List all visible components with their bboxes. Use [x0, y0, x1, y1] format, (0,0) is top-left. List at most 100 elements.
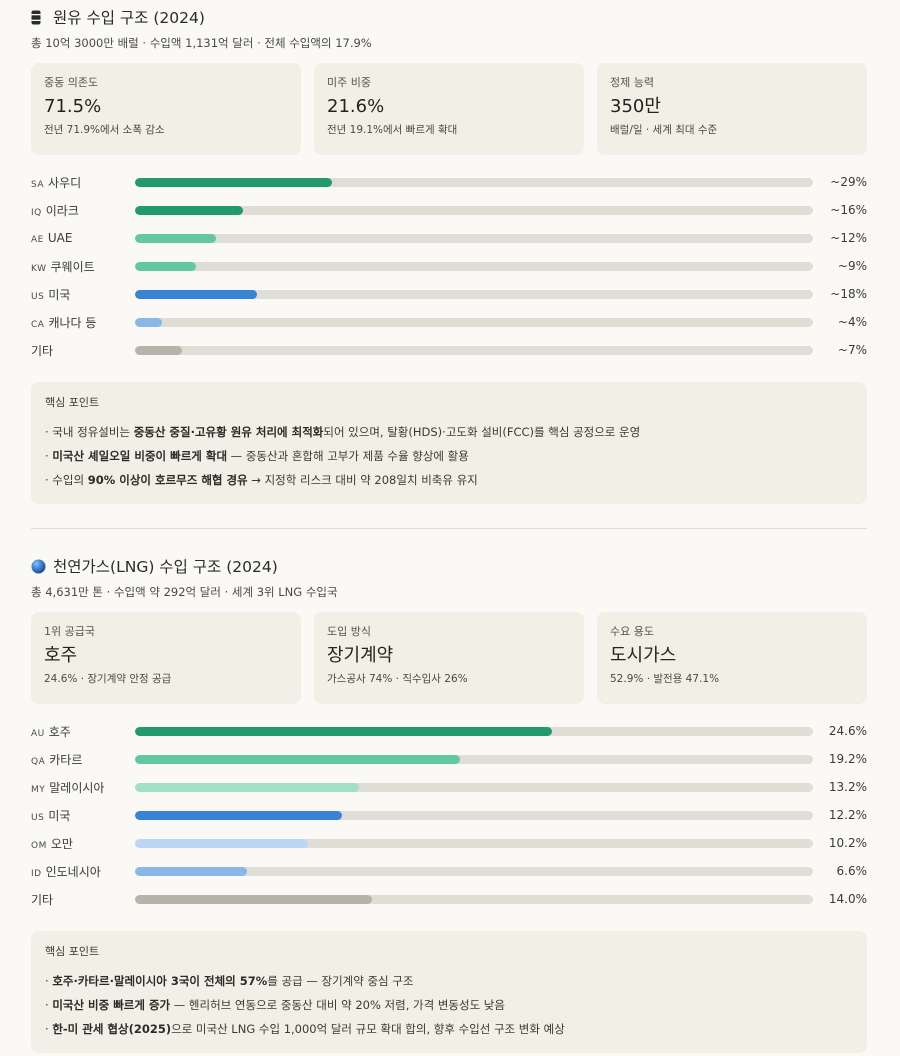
category-name: 인도네시아 [45, 864, 101, 879]
bar-value-label: 19.2% [828, 752, 867, 766]
country-code: SA [31, 179, 45, 190]
country-code: US [31, 812, 45, 823]
category-name: 이라크 [45, 203, 79, 218]
card-label: 정제 능력 [610, 76, 654, 89]
insight-emphasis: 중동산 중질·고유황 원유 처리에 최적화 [133, 425, 324, 439]
bar-row: US 미국 ~18% [31, 280, 867, 308]
bar-category-label: 기타 [31, 891, 135, 908]
insight-emphasis: 한-미 관세 협상(2025) [52, 1022, 172, 1036]
oil-subtitle: 총 10억 3000만 배럴 · 수입액 1,131억 달러 · 전체 수입액의… [31, 36, 372, 50]
bar-track [135, 894, 813, 904]
category-name: 호주 [48, 724, 71, 739]
bar-fill [135, 894, 373, 904]
bar-row: ID 인도네시아 6.6% [31, 857, 867, 885]
bar-value-label: ~18% [830, 287, 867, 301]
country-code: IQ [31, 207, 42, 218]
bar-value-label: ~29% [830, 175, 867, 189]
oil-card-americas: 미주 비중 21.6% 전년 19.1%에서 빠르게 확대 [314, 63, 584, 155]
bar-row: IQ 이라크 ~16% [31, 196, 867, 224]
insight-line: · 미국산 비중 빠르게 증가 — 헨리허브 연동으로 중동산 대비 약 20%… [45, 993, 853, 1017]
section-divider [31, 528, 867, 529]
bar-category-label: 기타 [31, 342, 135, 359]
lng-title: 천연가스(LNG) 수입 구조 (2024) [53, 558, 278, 576]
bar-fill [135, 810, 342, 820]
bar-row: AU 호주 24.6% [31, 717, 867, 745]
category-name: 미국 [48, 808, 71, 823]
bar-value-label: 24.6% [828, 724, 867, 738]
country-code: MY [31, 784, 46, 795]
insight-line: · 호주·카타르·말레이시아 3국이 전체의 57%를 공급 — 장기계약 중심… [45, 969, 853, 993]
category-name: 기타 [31, 343, 54, 358]
insight-text: · 국내 정유설비는 [45, 425, 134, 439]
bar-track [135, 261, 813, 271]
bar-fill [135, 205, 244, 215]
bar-category-label: SA 사우디 [31, 174, 135, 191]
bar-value-label: 12.2% [828, 808, 867, 822]
bar-row: 기타 14.0% [31, 885, 867, 913]
bar-track [135, 810, 813, 820]
card-label: 수요 용도 [610, 625, 654, 638]
bar-fill [135, 782, 359, 792]
bar-value-label: 14.0% [828, 892, 867, 906]
insight-line: · 수입의 90% 이상이 호르무즈 해협 경유 → 지정학 리스크 대비 약 … [45, 468, 853, 492]
card-note: 전년 71.9%에서 소폭 감소 [44, 124, 165, 136]
bar-category-label: AE UAE [31, 231, 135, 245]
bar-category-label: MY 말레이시아 [31, 779, 135, 796]
card-label: 1위 공급국 [44, 625, 95, 638]
oil-bar-chart: SA 사우디 ~29% IQ 이라크 ~16% AE UAE ~12% KW 쿠웨이트 ~9% US 미국… [31, 168, 867, 364]
oil-insight-lines: · 국내 정유설비는 중동산 중질·고유황 원유 처리에 최적화되어 있으며, … [45, 420, 853, 492]
insight-line: · 미국산 셰일오일 비중이 빠르게 확대 — 중동산과 혼합해 고부가 제품 … [45, 444, 853, 468]
category-name: 캐나다 등 [48, 315, 97, 330]
lng-insight-box: 핵심 포인트 · 호주·카타르·말레이시아 3국이 전체의 57%를 공급 — … [31, 931, 867, 1053]
category-name: 미국 [48, 287, 71, 302]
bar-track [135, 866, 813, 876]
card-value: 350만 [610, 96, 661, 117]
insight-emphasis: 90% 이상이 호르무즈 해협 경유 [87, 473, 248, 487]
card-label: 미주 비중 [327, 76, 371, 89]
card-value: 21.6% [327, 96, 385, 117]
insight-text: · [45, 998, 53, 1012]
insight-title: 핵심 포인트 [45, 396, 100, 409]
bar-track [135, 177, 813, 187]
card-value: 장기계약 [327, 645, 394, 666]
lng-card-contract: 도입 방식 장기계약 가스공사 74% · 직수입사 26% [314, 612, 584, 704]
category-name: 카타르 [49, 752, 83, 767]
insight-line: · 한-미 관세 협상(2025)으로 미국산 LNG 수입 1,000억 달러… [45, 1017, 853, 1041]
card-label: 중동 의존도 [44, 76, 99, 89]
insight-text: · [45, 1022, 53, 1036]
bar-track [135, 205, 813, 215]
lng-card-top-supplier: 1위 공급국 호주 24.6% · 장기계약 안정 공급 [31, 612, 301, 704]
insight-emphasis: 호주·카타르·말레이시아 3국이 전체의 57% [52, 974, 268, 988]
bar-row: QA 카타르 19.2% [31, 745, 867, 773]
bar-category-label: CA 캐나다 등 [31, 314, 135, 331]
insight-text: 으로 미국산 LNG 수입 1,000억 달러 규모 확대 합의, 향후 수입선… [171, 1022, 565, 1036]
bar-track [135, 345, 813, 355]
bar-track [135, 317, 813, 327]
bar-category-label: OM 오만 [31, 835, 135, 852]
lng-bar-chart: AU 호주 24.6% QA 카타르 19.2% MY 말레이시아 13.2% US 미국 12.2%… [31, 717, 867, 913]
bar-track [135, 233, 813, 243]
oil-title: 원유 수입 구조 (2024) [53, 9, 205, 27]
oil-cards: 중동 의존도 71.5% 전년 71.9%에서 소폭 감소 미주 비중 21.6… [31, 63, 867, 155]
oil-card-refining: 정제 능력 350만 배럴/일 · 세계 최대 수준 [597, 63, 867, 155]
bar-value-label: 10.2% [828, 836, 867, 850]
globe-icon [31, 559, 49, 574]
insight-text: 되어 있으며, 탈황(HDS)·고도화 설비(FCC)를 핵심 공정으로 운영 [323, 425, 641, 439]
card-note: 52.9% · 발전용 47.1% [610, 673, 720, 685]
bar-value-label: ~12% [830, 231, 867, 245]
card-value: 도시가스 [610, 645, 677, 666]
lng-subtitle: 총 4,631만 톤 · 수입액 약 292억 달러 · 세계 3위 LNG 수… [31, 585, 338, 599]
bar-category-label: AU 호주 [31, 723, 135, 740]
country-code: US [31, 291, 45, 302]
lng-insight-lines: · 호주·카타르·말레이시아 3국이 전체의 57%를 공급 — 장기계약 중심… [45, 969, 853, 1041]
bar-row: US 미국 12.2% [31, 801, 867, 829]
bar-row: MY 말레이시아 13.2% [31, 773, 867, 801]
bar-value-label: 13.2% [828, 780, 867, 794]
bar-category-label: US 미국 [31, 807, 135, 824]
bar-row: CA 캐나다 등 ~4% [31, 308, 867, 336]
category-name: 말레이시아 [49, 780, 105, 795]
bar-category-label: QA 카타르 [31, 751, 135, 768]
bar-category-label: IQ 이라크 [31, 202, 135, 219]
bar-fill [135, 754, 461, 764]
bar-track [135, 838, 813, 848]
